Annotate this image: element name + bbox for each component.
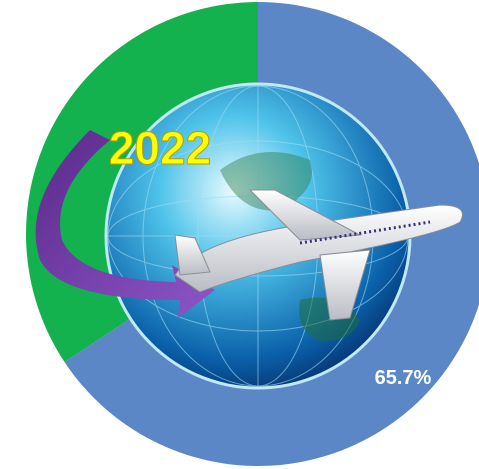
arrow <box>35 130 215 318</box>
annotation: 2022 <box>109 122 211 174</box>
airplane <box>174 189 463 321</box>
value-label: 65.7% <box>375 367 432 389</box>
slice <box>64 2 479 466</box>
